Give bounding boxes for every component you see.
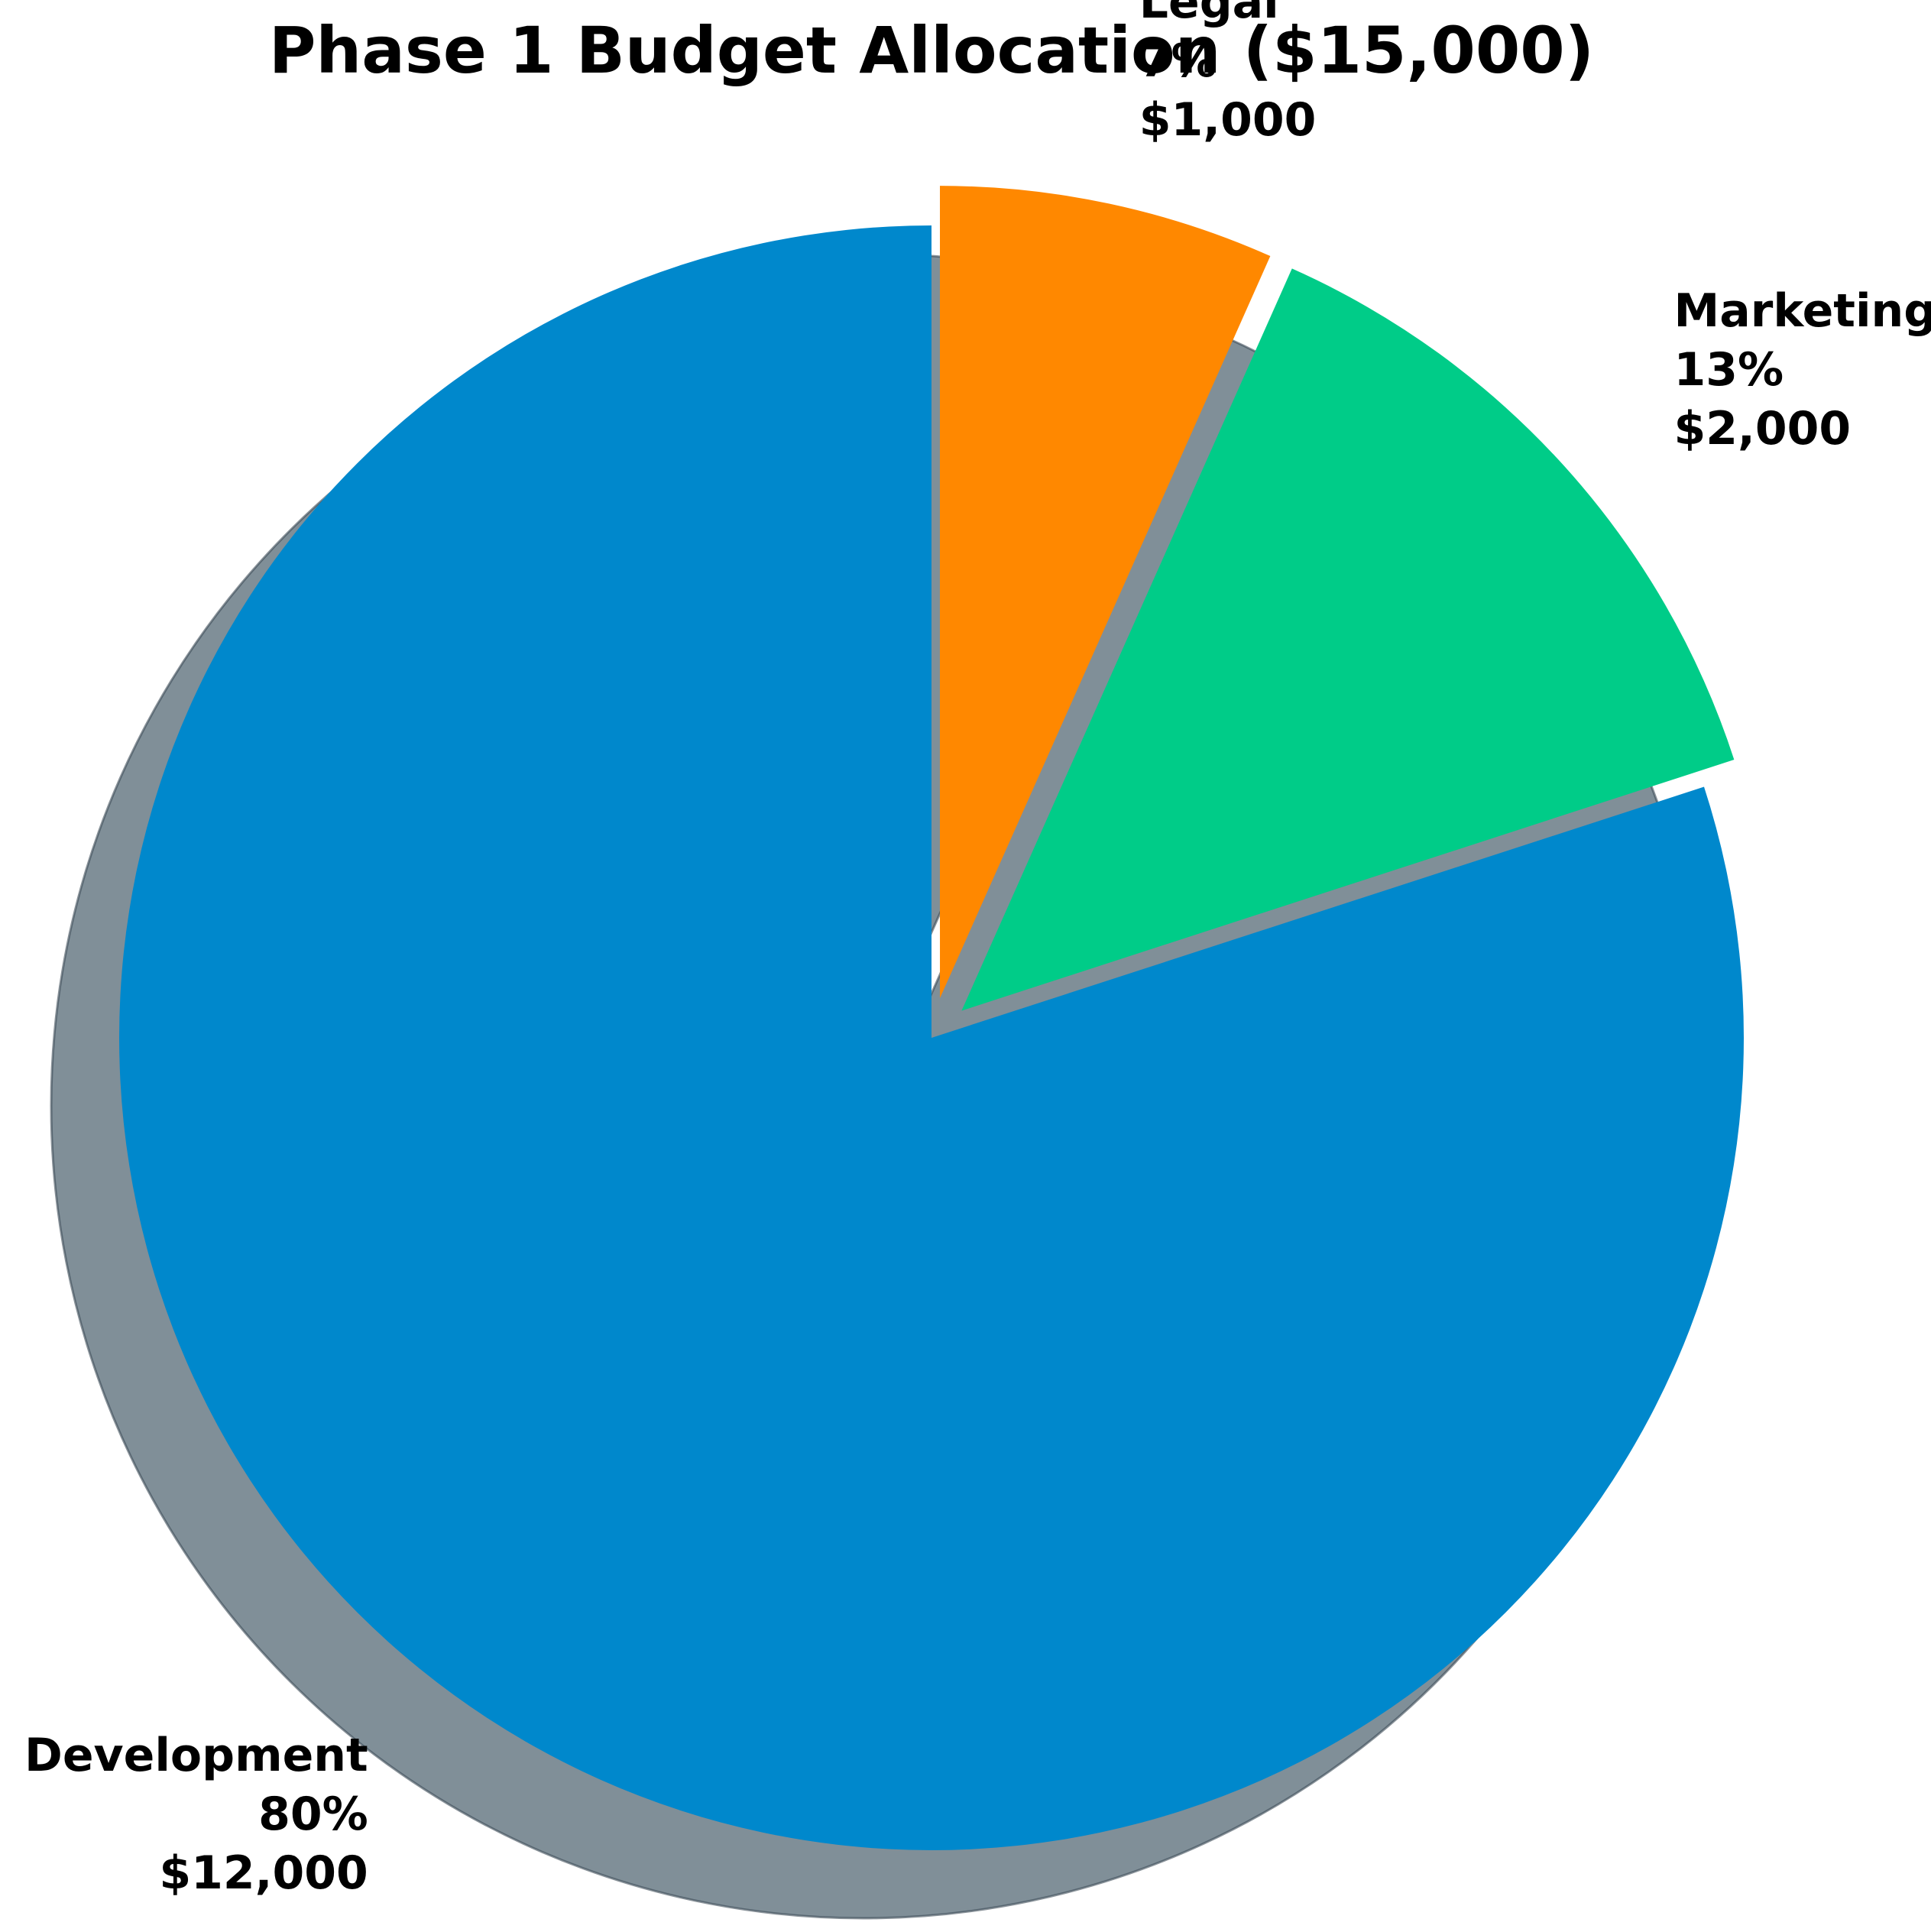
slice-development: [119, 225, 1745, 1850]
slice-marketing: [961, 268, 1735, 1011]
slice-label-development: Development 80% $12,000: [24, 1729, 368, 1900]
chart-title: Phase 1 Budget Allocation ($15,000): [269, 13, 1594, 88]
pie-slices: [119, 186, 1745, 1850]
slice-legal: [940, 186, 1271, 999]
slice-label-legal: Legal 7% $1,000: [1139, 0, 1317, 147]
slice-label-marketing: Marketing 13% $2,000: [1674, 284, 1931, 455]
slice-labels: Development 80% $12,000 Marketing 13% $2,000 L…: [24, 0, 1931, 1900]
